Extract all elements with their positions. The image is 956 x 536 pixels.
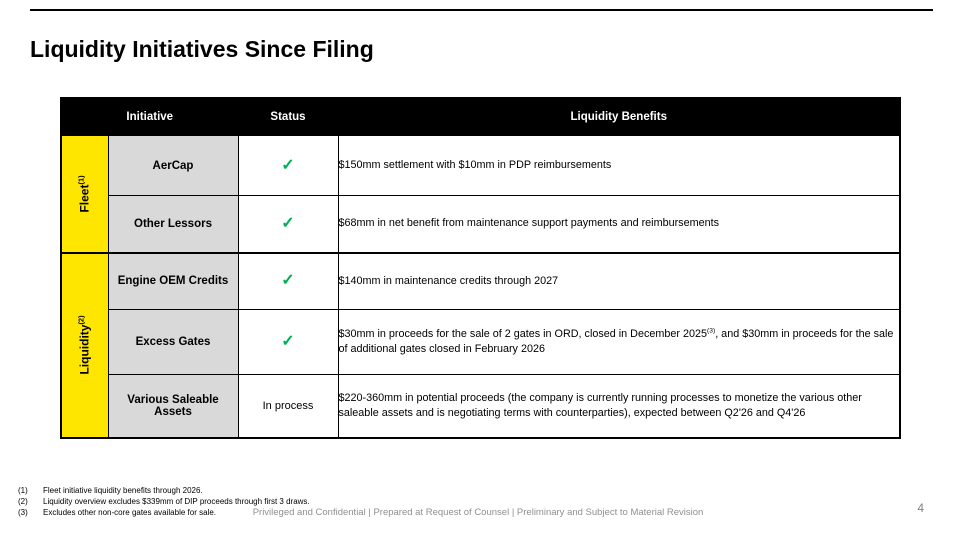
- liquidity-label: Liquidity: [77, 324, 92, 375]
- benefit-excess-gates: $30mm in proceeds for the sale of 2 gate…: [337, 309, 901, 375]
- footnote-text: Liquidity overview excludes $339mm of DI…: [43, 497, 310, 507]
- benefit-other-lessors: $68mm in net benefit from maintenance su…: [337, 195, 901, 253]
- header-liquidity-benefits: Liquidity Benefits: [337, 97, 901, 136]
- liquidity-initiatives-table: Initiative Status Liquidity Benefits Fle…: [60, 97, 901, 439]
- table-row-aercap: Fleet(1) AerCap ✓ $150mm settlement with…: [60, 135, 901, 253]
- check-icon: ✓: [281, 333, 295, 350]
- header-initiative: Initiative: [60, 97, 239, 136]
- table-row-other-lessors: Other Lessors ✓ $68mm in net benefit fro…: [61, 195, 901, 253]
- table-row-various-saleable-assets: Various Saleable Assets In process $220-…: [61, 374, 901, 438]
- footnote-text: Fleet initiative liquidity benefits thro…: [43, 486, 203, 495]
- initiative-engine-oem-credits: Engine OEM Credits: [107, 251, 239, 310]
- benefit-text: $30mm in proceeds for the sale of 2 gate…: [338, 328, 708, 341]
- status-engine-oem-credits: ✓: [237, 251, 339, 310]
- initiative-excess-gates: Excess Gates: [107, 309, 239, 375]
- page-title: Liquidity Initiatives Since Filing: [30, 36, 374, 62]
- section-label-fleet: Fleet(1): [60, 135, 109, 253]
- footnote-number: (1): [18, 486, 28, 495]
- benefit-engine-oem-credits: $140mm in maintenance credits through 20…: [337, 251, 901, 310]
- title-rule: [30, 9, 933, 11]
- check-icon: ✓: [281, 272, 295, 290]
- footnote-number: (2): [18, 497, 28, 507]
- benefit-text: , and $30mm in proceeds for the sale of …: [338, 328, 894, 355]
- section-label-liquidity: Liquidity(2): [60, 251, 109, 438]
- initiative-other-lessors: Other Lessors: [107, 195, 239, 253]
- table-row-engine-oem-credits: Liquidity(2) Engine OEM Credits ✓ $140mm…: [60, 251, 901, 438]
- footnote-text: Excludes other non-core gates available …: [43, 508, 216, 518]
- initiative-various-saleable-assets: Various Saleable Assets: [107, 374, 239, 438]
- header-status: Status: [237, 97, 339, 136]
- benefit-aercap: $150mm settlement with $10mm in PDP reim…: [337, 135, 901, 196]
- liquidity-label-sup: (2): [76, 315, 86, 325]
- benefit-footnote-ref: (3): [707, 327, 716, 335]
- check-icon: ✓: [281, 214, 295, 232]
- table-header-row: Initiative Status Liquidity Benefits: [60, 97, 901, 136]
- footnote-3: (3) Excludes other non-core gates availa…: [18, 508, 310, 518]
- footnote-1: (1) Fleet initiative liquidity benefits …: [18, 486, 310, 496]
- check-icon: ✓: [281, 156, 295, 174]
- fleet-label: Fleet: [77, 184, 92, 213]
- status-other-lessors: ✓: [237, 195, 339, 253]
- status-aercap: ✓: [237, 135, 339, 196]
- footnote-2: (2) Liquidity overview excludes $339mm o…: [18, 497, 310, 507]
- status-various-saleable-assets: In process: [237, 374, 339, 438]
- benefit-various-saleable-assets: $220-360mm in potential proceeds (the co…: [337, 374, 901, 438]
- page-number: 4: [917, 501, 924, 515]
- footnote-number: (3): [18, 508, 28, 518]
- status-excess-gates: ✓: [237, 309, 339, 375]
- fleet-label-sup: (1): [76, 175, 86, 185]
- initiative-aercap: AerCap: [107, 135, 239, 196]
- footnotes: (1) Fleet initiative liquidity benefits …: [18, 486, 310, 519]
- confidentiality-footer: Privileged and Confidential | Prepared a…: [252, 507, 704, 518]
- table-row-excess-gates: Excess Gates ✓ $30mm in proceeds for the…: [61, 309, 901, 375]
